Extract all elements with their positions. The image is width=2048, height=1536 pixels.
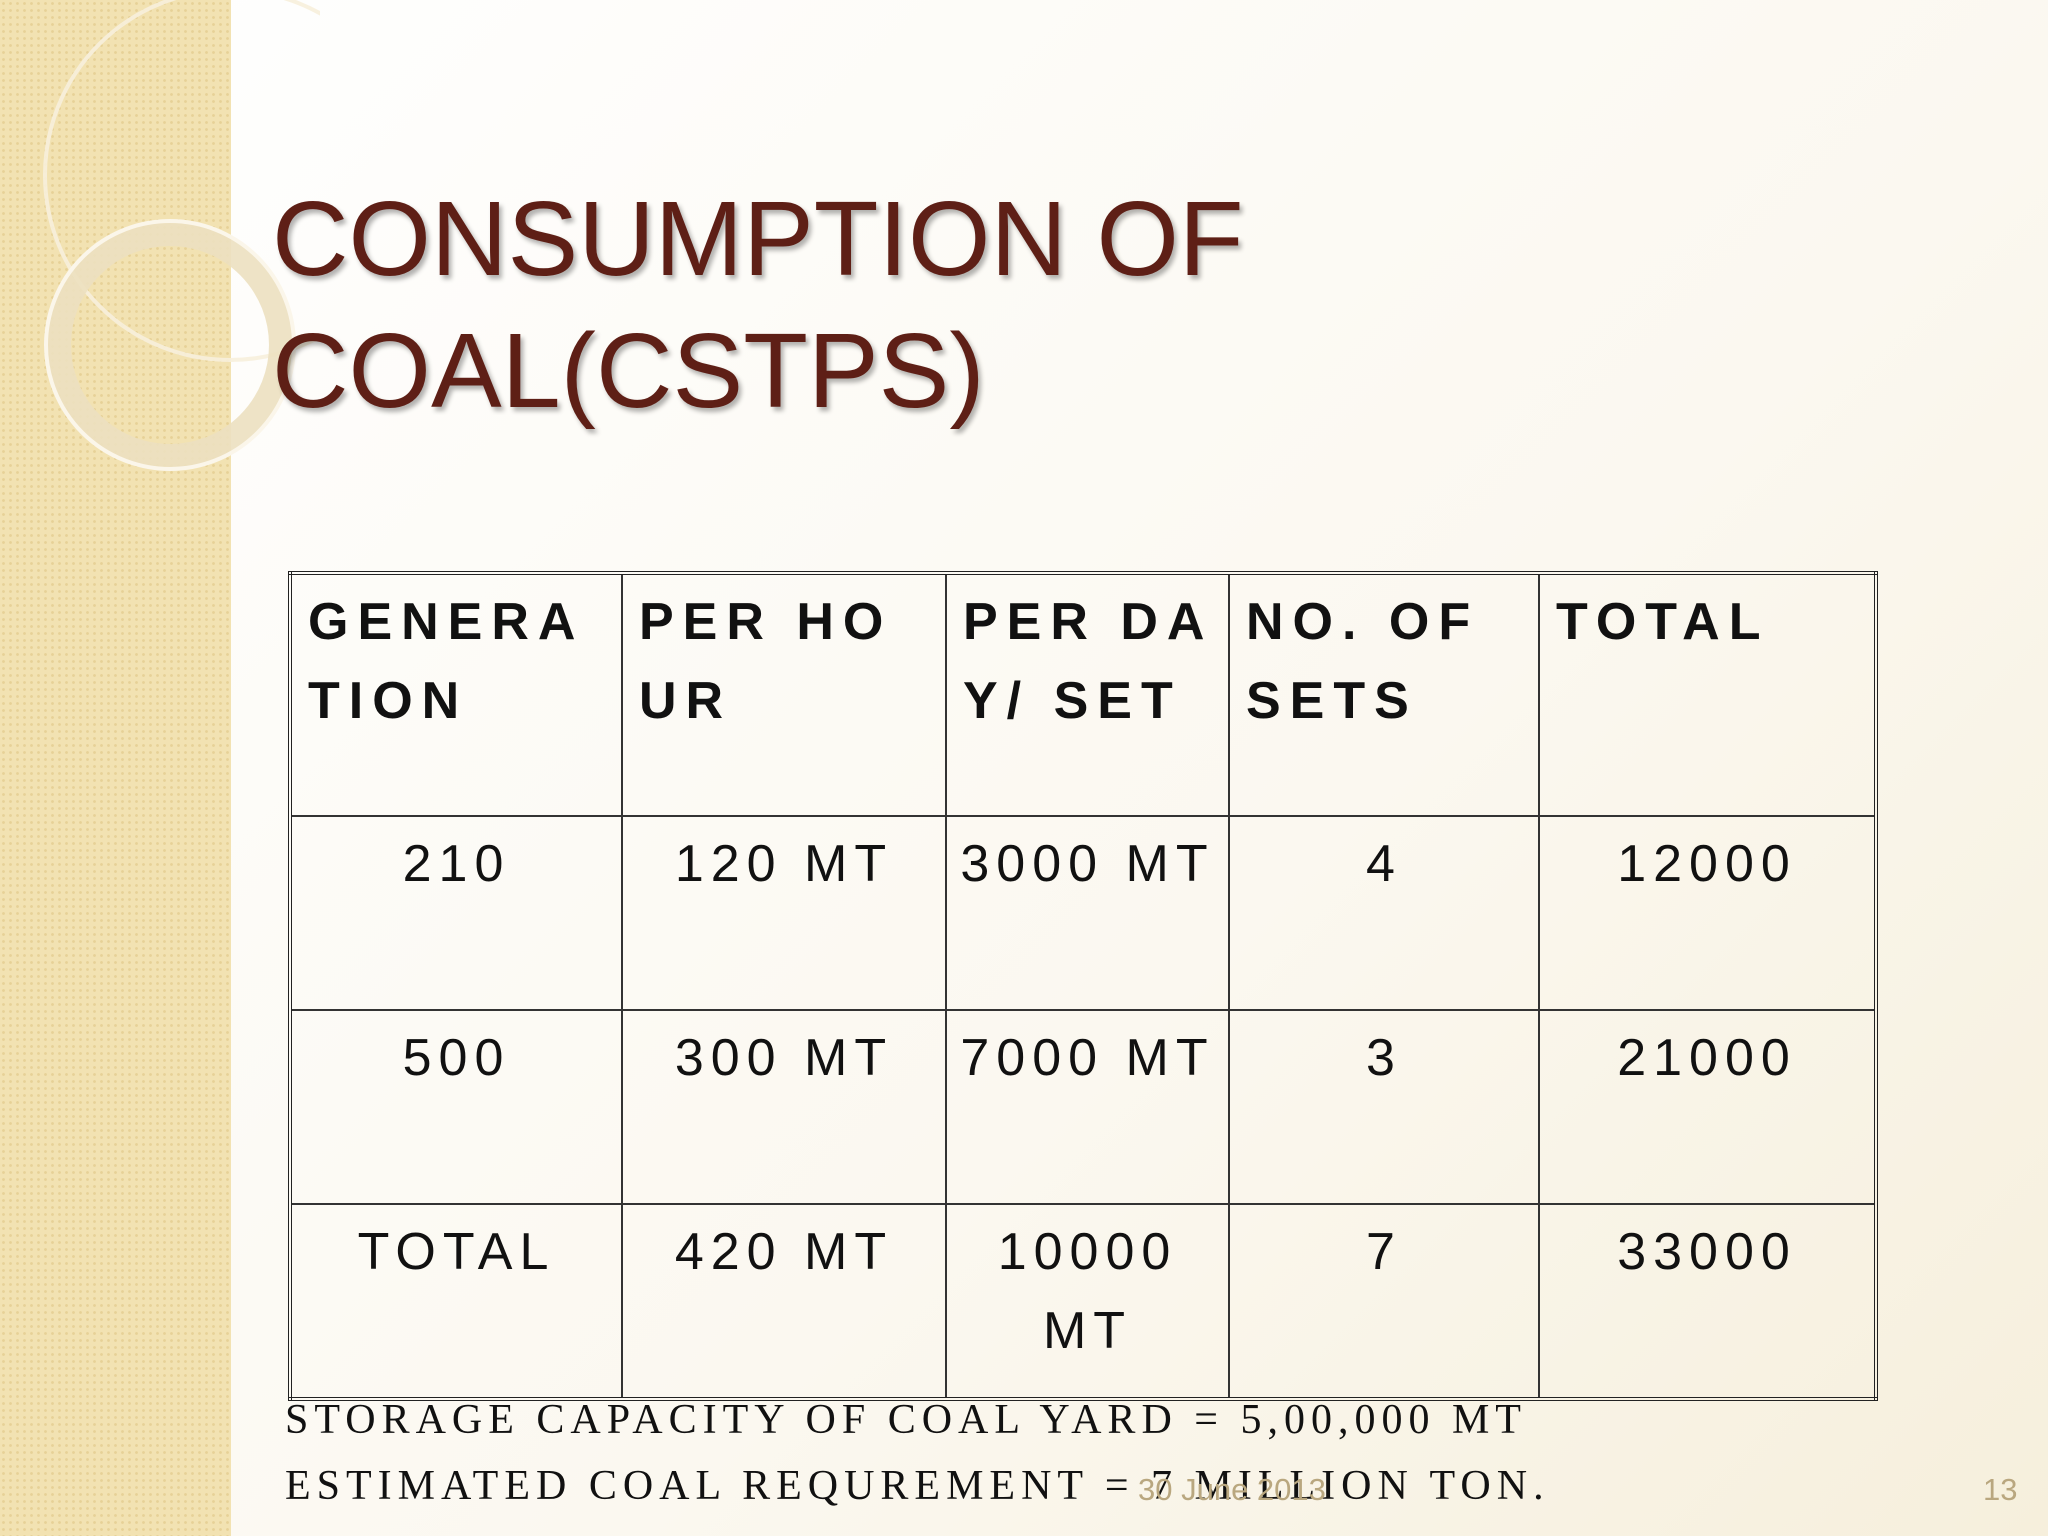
table-cell: 12000 [1538,815,1877,1011]
table-cell: TOTAL [289,1203,623,1400]
note: STORAGE CAPACITY OF COAL YARD = 5,00,000… [285,1397,1527,1443]
table-cell: 300 MT [621,1009,947,1205]
header-row: GENERATION PER HOUR PER DAY/ SET NO. OF SET… [289,572,1877,817]
table-cell: 21000 [1538,1009,1877,1205]
table-row: TOTAL 420 MT 10000 MT 7 33000 [289,1203,1877,1400]
table-row: 210 120 MT 3000 MT 4 12000 [289,815,1877,1011]
header-cell: PER HOUR [621,572,947,817]
table-cell: 3 [1228,1009,1540,1205]
decorative-circles [43,0,320,471]
header-cell: PER DAY/ SET [945,572,1230,817]
table-cell: 10000 MT [945,1203,1230,1400]
table-cell: 420 MT [621,1203,947,1400]
table-row: 500 300 MT 7000 MT 3 21000 [289,1009,1877,1205]
table-cell: 33000 [1538,1203,1877,1400]
title-line: CONSUMPTION OF [272,180,1244,298]
coal-table: GENERATION PER HOUR PER DAY/ SET NO. OF SET… [288,571,1878,1401]
table-cell: 4 [1228,815,1540,1011]
table-cell: 210 [289,815,623,1011]
table-cell: 120 MT [621,815,947,1011]
header-cell: GENERATION [289,572,623,817]
header-cell: NO. OF SETS [1228,572,1540,817]
table-cell: 7000 MT [945,1009,1230,1205]
note: ESTIMATED COAL REQUREMENT = 7 MILLION TO… [285,1463,1550,1509]
footer-date: 30 June 2013 [1138,1472,1326,1507]
header-cell: TOTAL [1538,572,1877,817]
table-cell: 3000 MT [945,815,1230,1011]
title-line: COAL(CSTPS) [272,312,985,430]
table-cell: 500 [289,1009,623,1205]
page-number: 13 [1983,1472,2018,1507]
table-cell: 7 [1228,1203,1540,1400]
